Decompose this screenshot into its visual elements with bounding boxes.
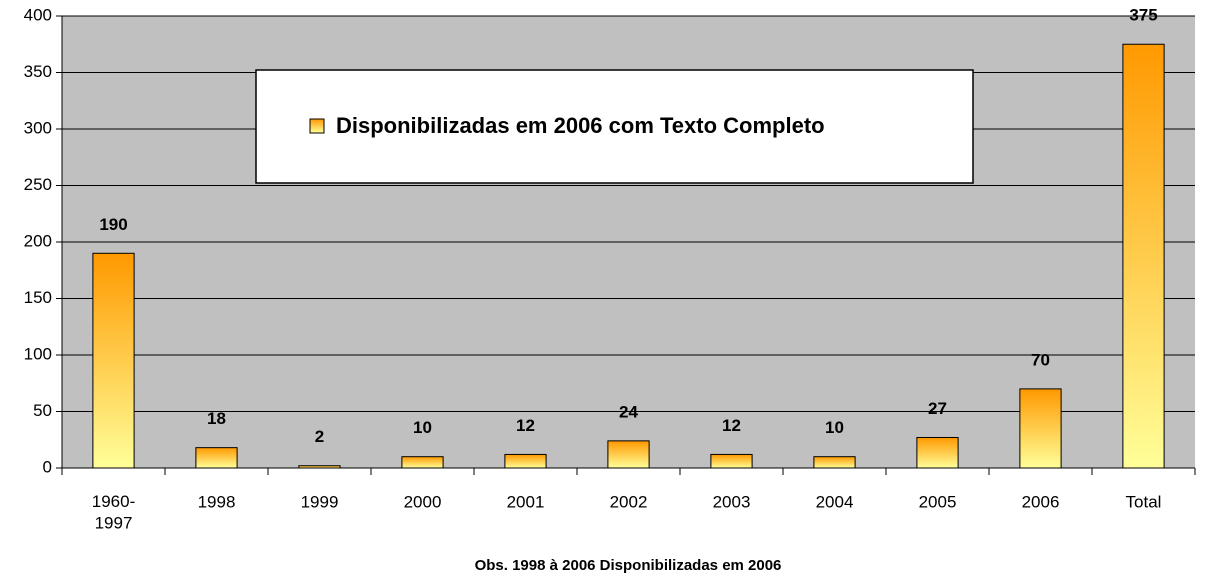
value-label: 10 xyxy=(413,418,432,437)
bar xyxy=(1122,43,1165,469)
bar xyxy=(1019,388,1062,469)
x-tick-label: 1960-1997 xyxy=(92,492,135,532)
bar xyxy=(504,453,547,469)
y-tick-label: 200 xyxy=(24,231,52,250)
bar xyxy=(710,453,753,469)
y-tick-label: 250 xyxy=(24,175,52,194)
x-tick-label: 2003 xyxy=(713,492,751,511)
legend xyxy=(255,69,974,184)
x-tick-label: 2002 xyxy=(610,492,648,511)
y-tick-label: 0 xyxy=(43,457,52,476)
x-tick-label: 2001 xyxy=(507,492,545,511)
value-label: 10 xyxy=(825,418,844,437)
x-tick-label: Total xyxy=(1126,492,1162,511)
y-tick-label: 350 xyxy=(24,62,52,81)
x-tick-label: 1999 xyxy=(301,492,339,511)
bar xyxy=(607,440,650,469)
y-tick-label: 300 xyxy=(24,118,52,137)
value-label: 2 xyxy=(315,427,324,446)
x-tick-label: 2004 xyxy=(816,492,854,511)
y-tick-label: 50 xyxy=(33,401,52,420)
x-tick-label: 1998 xyxy=(198,492,236,511)
bar xyxy=(92,252,135,469)
value-label: 27 xyxy=(928,399,947,418)
y-tick-label: 150 xyxy=(24,288,52,307)
value-label: 24 xyxy=(619,402,638,421)
bar xyxy=(916,436,959,469)
value-label: 12 xyxy=(516,416,535,435)
value-label: 190 xyxy=(99,215,127,234)
bar xyxy=(401,456,444,469)
x-tick-label: 2000 xyxy=(404,492,442,511)
value-label: 375 xyxy=(1129,6,1157,25)
value-label: 70 xyxy=(1031,350,1050,369)
y-tick-label: 100 xyxy=(24,344,52,363)
y-tick-label: 400 xyxy=(24,5,52,24)
x-tick-label: 2006 xyxy=(1022,492,1060,511)
value-label: 18 xyxy=(207,409,226,428)
x-axis-label: Obs. 1998 à 2006 Disponibilizadas em 200… xyxy=(475,557,782,574)
bar xyxy=(195,447,238,469)
x-tick-label: 2005 xyxy=(919,492,957,511)
value-label: 12 xyxy=(722,416,741,435)
bar xyxy=(813,456,856,469)
legend-label: Disponibilizadas em 2006 com Texto Compl… xyxy=(336,113,825,138)
legend-swatch xyxy=(309,118,325,134)
